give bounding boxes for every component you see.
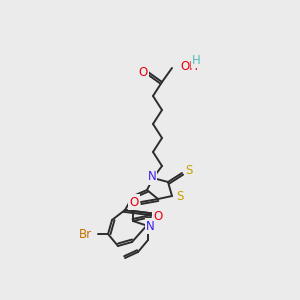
Text: O: O — [129, 196, 139, 208]
Text: Br: Br — [78, 227, 92, 241]
Text: N: N — [148, 170, 156, 184]
Text: S: S — [185, 164, 193, 178]
Text: N: N — [146, 220, 154, 232]
Text: O: O — [153, 211, 163, 224]
Text: H: H — [192, 53, 201, 67]
Text: OH: OH — [180, 59, 198, 73]
Text: O: O — [138, 65, 148, 79]
Text: S: S — [176, 190, 184, 203]
